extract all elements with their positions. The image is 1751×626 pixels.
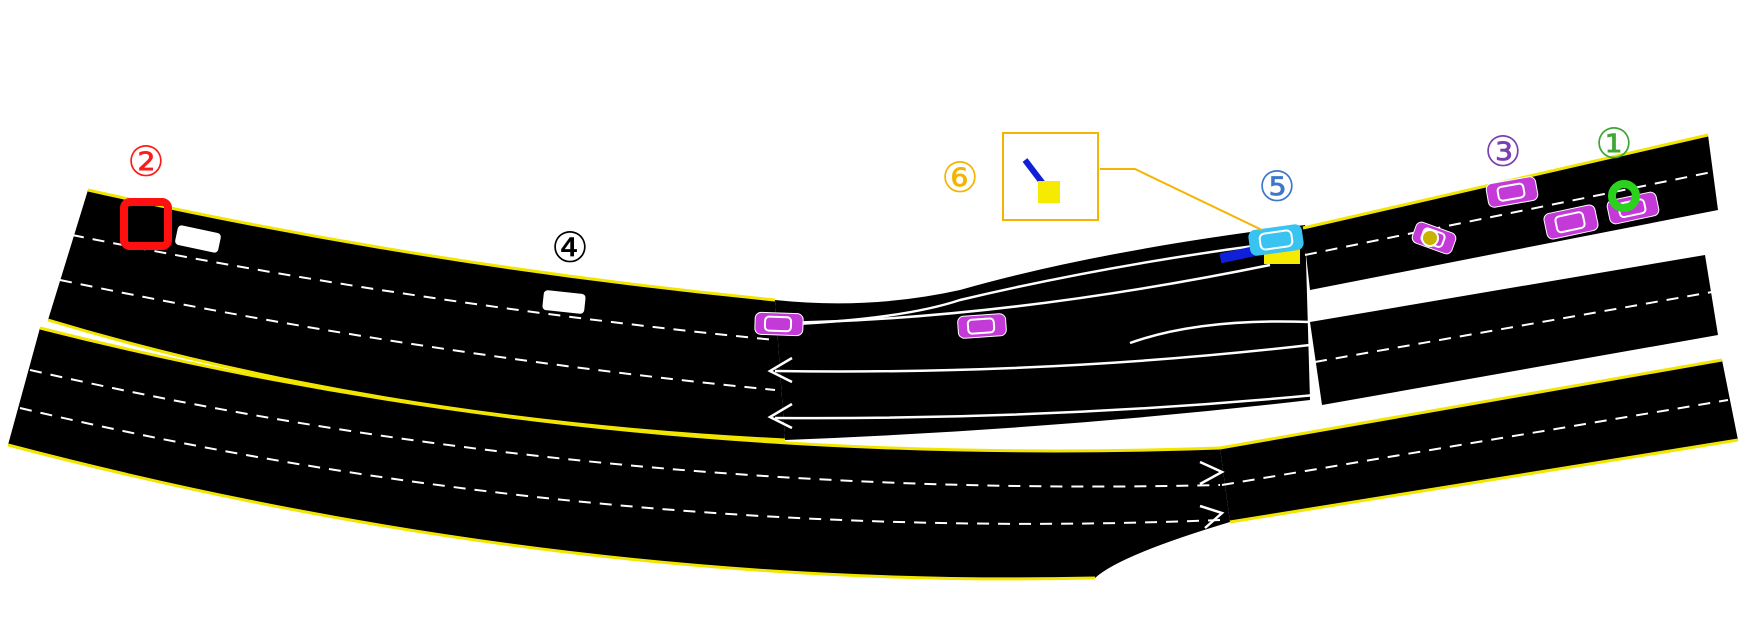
- vehicle-a: [754, 311, 804, 337]
- goal-marker: [1608, 180, 1640, 212]
- road-junction: [775, 225, 1310, 440]
- number-labels: ① ② ③ ④ ⑤ ⑥: [127, 119, 1633, 272]
- lane-markings: [19, 171, 1729, 525]
- lane-arrows: [767, 356, 1225, 529]
- ego-vehicle: [1248, 224, 1304, 256]
- arrow-left-1: [767, 356, 793, 384]
- pedestrian-marker: [1421, 229, 1439, 247]
- label-five: ⑤: [1258, 162, 1296, 211]
- vehicle-c: [1485, 176, 1539, 208]
- parked-car-1: [175, 225, 221, 253]
- ego-vehicle-group: [1219, 224, 1304, 264]
- road-upper-left: [48, 190, 785, 440]
- vehicle-d: [1543, 204, 1599, 240]
- road-network: [8, 135, 1738, 579]
- label-one: ①: [1595, 119, 1633, 168]
- road-lower-long: [8, 328, 1230, 579]
- callout-yellow-square: [1038, 181, 1060, 203]
- static-vehicles: [175, 225, 586, 314]
- parked-car-2: [542, 290, 586, 314]
- road-upper-right: [1303, 135, 1718, 290]
- callout-blue-line: [1022, 158, 1047, 187]
- label-six: ⑥: [941, 153, 979, 202]
- vehicle-b: [957, 313, 1007, 339]
- label-four: ④: [551, 223, 589, 272]
- callout-box: [1002, 132, 1099, 221]
- road-edges: [7, 133, 1739, 581]
- callout-six: [1002, 132, 1263, 231]
- label-two: ②: [127, 137, 165, 186]
- label-three: ③: [1484, 127, 1522, 176]
- arrow-right-2: [1199, 504, 1225, 529]
- arrow-right-1: [1199, 460, 1225, 486]
- callout-leader: [1100, 168, 1263, 231]
- start-marker: [120, 198, 172, 250]
- road-middle-right: [1310, 255, 1718, 405]
- junction-lines: [774, 238, 1316, 420]
- arrow-left-2: [767, 402, 793, 430]
